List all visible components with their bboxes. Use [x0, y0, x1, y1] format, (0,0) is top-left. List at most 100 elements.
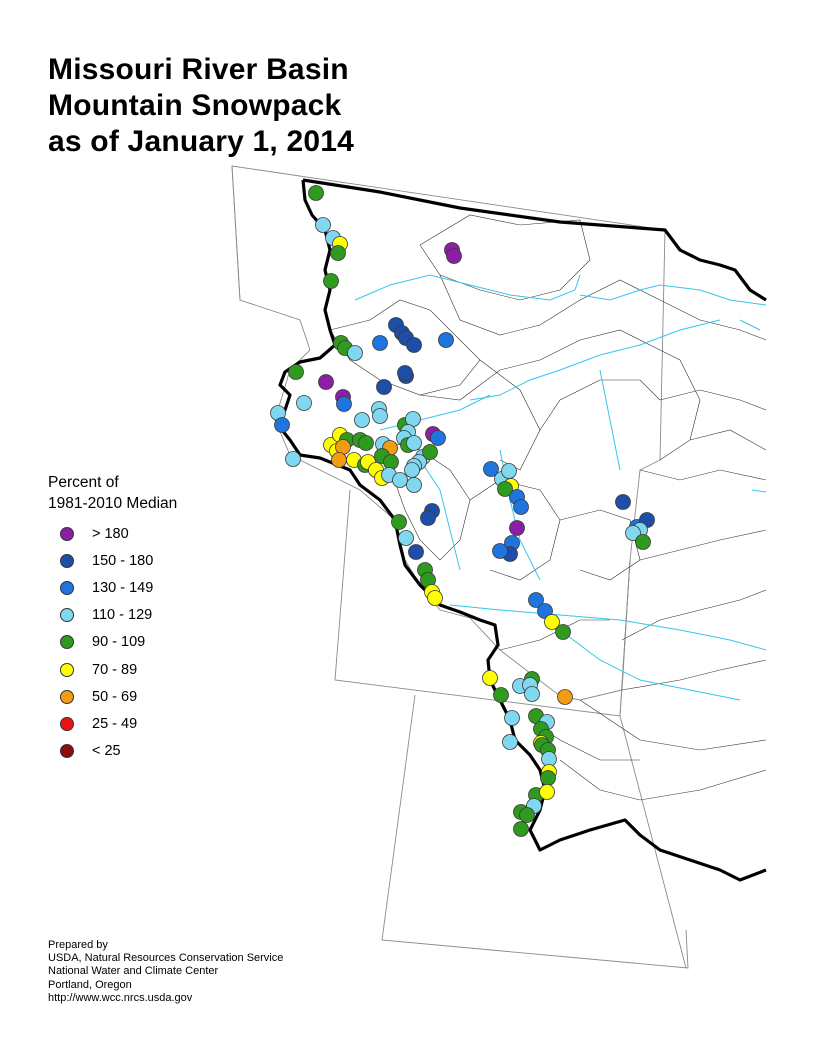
basin-outline-16 — [621, 589, 767, 641]
legend-swatch — [60, 635, 74, 650]
snowpack-site-marker — [285, 451, 301, 467]
legend-label: 90 - 109 — [92, 634, 146, 651]
title-line-3: as of January 1, 2014 — [48, 125, 355, 158]
dakota-divider — [619, 559, 687, 969]
river-5 — [419, 459, 461, 571]
snowpack-site-marker — [615, 494, 631, 510]
basin-outline-5 — [479, 359, 541, 471]
snowpack-site-marker — [422, 444, 438, 460]
snowpack-site-marker — [438, 332, 454, 348]
basin-outline-18 — [579, 699, 767, 751]
basin-outline-2 — [439, 274, 661, 336]
snowpack-site-marker — [513, 499, 529, 515]
snowpack-site-marker — [372, 408, 388, 424]
snowpack-site-marker — [430, 430, 446, 446]
legend-title-line-2: 1981-2010 Median — [48, 495, 178, 512]
river-8 — [449, 604, 767, 651]
snowpack-site-marker — [635, 534, 651, 550]
river-11 — [751, 489, 767, 493]
snowpack-site-marker — [519, 807, 535, 823]
idaho-line — [231, 165, 241, 301]
legend-swatch — [60, 608, 74, 623]
snowpack-site-marker — [358, 435, 374, 451]
snowpack-site-marker — [404, 462, 420, 478]
river-7 — [599, 369, 621, 471]
river-4 — [379, 394, 491, 431]
map-title: Missouri River Basin Mountain Snowpack a… — [48, 52, 354, 160]
legend-title: Percent of 1981-2010 Median — [48, 472, 177, 514]
basin-outline-19 — [559, 759, 767, 801]
legend-item: 130 - 149 — [48, 574, 177, 601]
basin-outline-11 — [659, 389, 767, 411]
basin-outline-12 — [649, 344, 701, 461]
title-line-2: Mountain Snowpack — [48, 89, 342, 122]
wyoming-boundary — [334, 489, 631, 717]
legend-swatch — [60, 662, 74, 677]
snowpack-site-marker — [392, 472, 408, 488]
snowpack-site-marker — [406, 337, 422, 353]
basin-outline-4 — [419, 329, 651, 401]
legend-item: 150 - 180 — [48, 547, 177, 574]
title-line-1: Missouri River Basin — [48, 53, 349, 86]
snowpack-site-marker — [296, 395, 312, 411]
legend-label: 50 - 69 — [92, 688, 138, 705]
legend-label: > 180 — [92, 525, 129, 542]
basin-outline-14 — [639, 469, 767, 481]
basin-outline-9 — [559, 509, 641, 581]
snowpack-site-marker — [406, 435, 422, 451]
river-9 — [559, 629, 741, 701]
snowpack-site-marker — [372, 335, 388, 351]
basin-outline-15 — [639, 529, 767, 561]
snowpack-site-marker — [509, 520, 525, 536]
credits-line-2: USDA, Natural Resources Conservation Ser… — [48, 952, 284, 965]
snowpack-site-marker — [331, 452, 347, 468]
legend-swatch — [60, 580, 74, 595]
snowpack-site-marker — [540, 770, 556, 786]
snowpack-site-marker — [502, 734, 518, 750]
legend-item: < 25 — [48, 738, 177, 765]
legend-item: 70 - 89 — [48, 656, 177, 683]
snowpack-site-marker — [427, 590, 443, 606]
river-1 — [354, 274, 581, 301]
credits-line-3: National Water and Climate Center — [48, 965, 219, 978]
legend-item: 90 - 109 — [48, 629, 177, 656]
legend-label: 150 - 180 — [92, 552, 154, 569]
snowpack-site-marker — [504, 710, 520, 726]
snowpack-site-marker — [555, 624, 571, 640]
snowpack-site-marker — [315, 217, 331, 233]
snowpack-site-marker — [398, 530, 414, 546]
state-boundaries — [231, 165, 689, 969]
legend-item: 50 - 69 — [48, 683, 177, 710]
legend-swatch — [60, 744, 74, 759]
snowpack-site-marker — [408, 544, 424, 560]
legend-swatch — [60, 553, 74, 568]
legend-label: 110 - 129 — [92, 607, 153, 624]
snowpack-site-marker — [391, 514, 407, 530]
legend-swatch — [60, 526, 74, 541]
snowpack-site-marker — [625, 525, 641, 541]
snowpack-site-marker — [482, 670, 498, 686]
snowpack-site-marker — [493, 687, 509, 703]
credits-line-1: Prepared by — [48, 939, 108, 951]
snowpack-site-marker — [544, 614, 560, 630]
legend-item: 25 - 49 — [48, 710, 177, 737]
snowpack-site-marker — [336, 396, 352, 412]
snowpack-site-marker — [354, 412, 370, 428]
credits-line-4: Portland, Oregon — [48, 978, 132, 991]
legend-list: > 180 150 - 180 130 - 149 110 - 129 90 - 109… — [48, 520, 177, 765]
snowpack-site-marker — [524, 686, 540, 702]
snowpack-site-marker — [501, 463, 517, 479]
snowpack-site-marker — [557, 689, 573, 705]
basin-outline-13 — [689, 429, 767, 451]
legend-swatch — [60, 689, 74, 704]
river-3 — [469, 319, 721, 401]
legend-label: 130 - 149 — [92, 579, 154, 596]
credits-line-5: http://www.wcc.nrcs.usda.gov — [48, 991, 193, 1004]
river-10 — [739, 319, 761, 331]
snowpack-site-marker — [497, 481, 513, 497]
legend-title-line-1: Percent of — [48, 474, 119, 491]
snowpack-site-marker — [513, 821, 529, 837]
snowpack-site-marker — [383, 454, 399, 470]
snowpack-sites — [270, 185, 655, 837]
